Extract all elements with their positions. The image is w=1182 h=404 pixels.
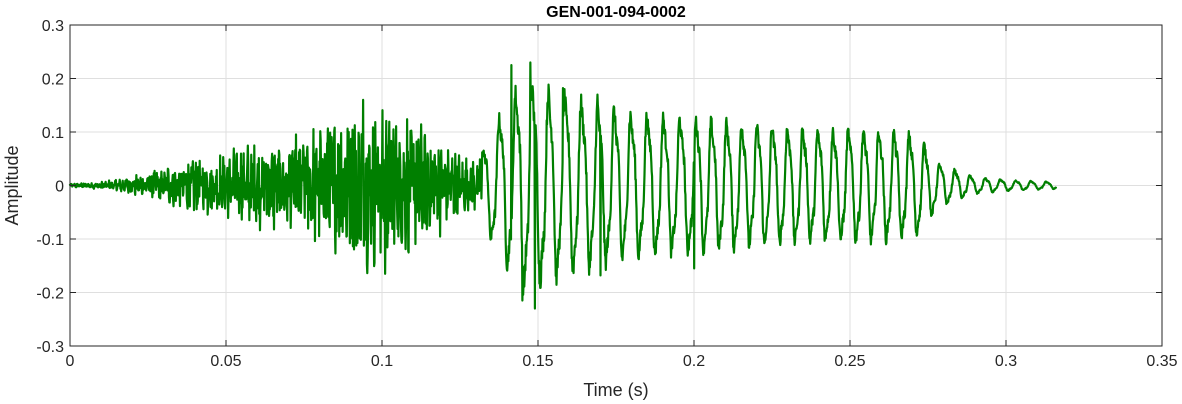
y-tick-label: -0.2 xyxy=(36,286,64,303)
y-axis-label: Amplitude xyxy=(2,145,22,225)
x-tick-label: 0.2 xyxy=(683,353,705,370)
x-tick-label: 0.1 xyxy=(371,353,393,370)
axis-ticks: 0 0.05 0.1 0.15 0.2 0.25 0.3 0.35 -0.3 -0.2 -0.1 0 0… xyxy=(36,18,1177,370)
x-tick-label: 0.3 xyxy=(995,353,1017,370)
x-tick-label: 0.35 xyxy=(1146,353,1177,370)
y-tick-label: 0.3 xyxy=(42,18,64,35)
y-tick-label: -0.3 xyxy=(36,339,64,356)
x-tick-label: 0.15 xyxy=(522,353,553,370)
plot-area xyxy=(68,61,1058,310)
x-tick-label: 0.25 xyxy=(834,353,865,370)
y-tick-label: 0 xyxy=(55,179,64,196)
x-tick-label: 0 xyxy=(66,353,75,370)
x-tick-label: 0.05 xyxy=(210,353,241,370)
y-tick-label: 0.1 xyxy=(42,125,64,142)
y-tick-label: -0.1 xyxy=(36,232,64,249)
x-axis-label: Time (s) xyxy=(583,380,648,400)
waveform-series-line xyxy=(68,61,1058,310)
y-tick-label: 0.2 xyxy=(42,72,64,89)
chart-title: GEN-001-094-0002 xyxy=(546,4,686,21)
